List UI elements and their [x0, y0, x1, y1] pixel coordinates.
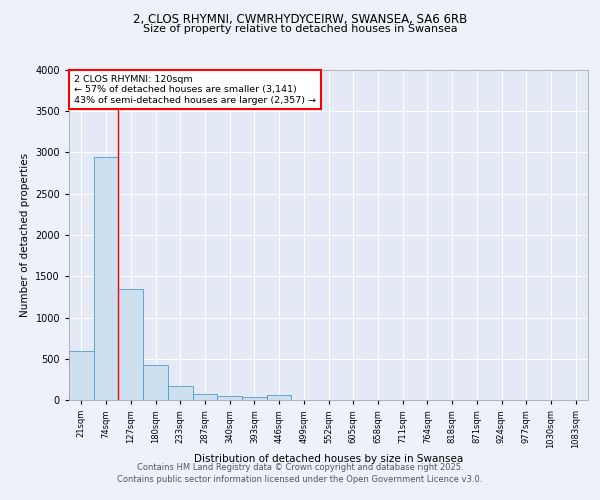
Text: 2 CLOS RHYMNI: 120sqm
← 57% of detached houses are smaller (3,141)
43% of semi-d: 2 CLOS RHYMNI: 120sqm ← 57% of detached … [74, 75, 316, 104]
Bar [168, 386, 193, 400]
Y-axis label: Number of detached properties: Number of detached properties [20, 153, 29, 317]
Bar [143, 364, 168, 400]
Text: 2, CLOS RHYMNI, CWMRHYDYCEIRW, SWANSEA, SA6 6RB: 2, CLOS RHYMNI, CWMRHYDYCEIRW, SWANSEA, … [133, 12, 467, 26]
Bar [193, 394, 217, 400]
Bar [217, 396, 242, 400]
Text: Contains HM Land Registry data © Crown copyright and database right 2025.: Contains HM Land Registry data © Crown c… [137, 464, 463, 472]
Bar [69, 352, 94, 400]
Text: Size of property relative to detached houses in Swansea: Size of property relative to detached ho… [143, 24, 457, 34]
Text: Contains public sector information licensed under the Open Government Licence v3: Contains public sector information licen… [118, 475, 482, 484]
Bar [94, 156, 118, 400]
Bar [118, 288, 143, 400]
X-axis label: Distribution of detached houses by size in Swansea: Distribution of detached houses by size … [194, 454, 463, 464]
Bar [242, 397, 267, 400]
Bar [267, 396, 292, 400]
